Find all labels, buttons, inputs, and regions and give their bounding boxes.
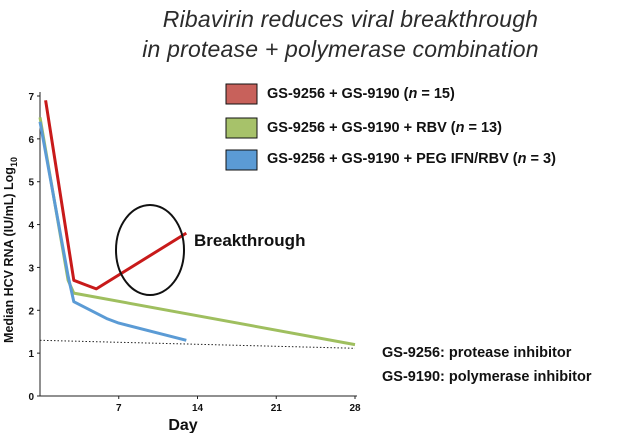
legend-swatch-2 <box>225 117 258 139</box>
reference-dotted-line <box>39 339 356 349</box>
y-tick-label: 2 <box>28 306 34 317</box>
axes: 0 1 2 3 4 5 6 7 7 14 21 28 Day Median HCV RNA (IU/mL)… <box>2 92 361 433</box>
y-tick-label: 6 <box>28 135 34 146</box>
y-tick-label: 3 <box>28 263 34 274</box>
note-polymerase: GS-9190: polymerase inhibitor <box>382 369 592 385</box>
legend-label-2: GS-9256 + GS-9190 + RBV (n = 13) <box>267 120 502 136</box>
x-tick-label: 14 <box>192 403 204 414</box>
y-tick-label: 1 <box>28 349 34 360</box>
x-tick-label: 28 <box>349 403 361 414</box>
notes-layer: GS-9256: protease inhibitor GS-9190: poly… <box>382 345 592 385</box>
chart-title-line-2: in protease + polymerase combination <box>142 36 539 62</box>
legend-label-3: GS-9256 + GS-9190 + PEG IFN/RBV (n = 3) <box>267 151 556 167</box>
x-tick-label: 21 <box>271 403 283 414</box>
series-line-1 <box>44 100 188 291</box>
legend-swatch-3 <box>225 149 258 171</box>
chart-title-line-1: Ribavirin reduces viral breakthrough <box>162 6 539 32</box>
y-tick-label: 4 <box>28 221 34 232</box>
legend-swatch-1 <box>225 83 258 105</box>
series-layer <box>38 100 356 347</box>
x-axis-label: Day <box>168 417 197 433</box>
y-tick-label: 5 <box>28 178 34 189</box>
y-tick-label: 7 <box>28 92 34 103</box>
x-tick-label: 7 <box>116 403 122 414</box>
legend: GS-9256 + GS-9190 (n = 15) GS-9256 + GS-9… <box>225 83 556 171</box>
breakthrough-circle <box>115 204 185 296</box>
annotation-layer: Breakthrough <box>115 204 305 296</box>
y-tick-label: 0 <box>28 392 34 403</box>
breakthrough-label: Breakthrough <box>194 231 305 250</box>
series-line-3 <box>38 121 187 342</box>
legend-label-1: GS-9256 + GS-9190 (n = 15) <box>267 86 455 102</box>
note-protease: GS-9256: protease inhibitor <box>382 345 572 361</box>
y-axis-label: Median HCV RNA (IU/mL) Log10 <box>2 157 19 343</box>
